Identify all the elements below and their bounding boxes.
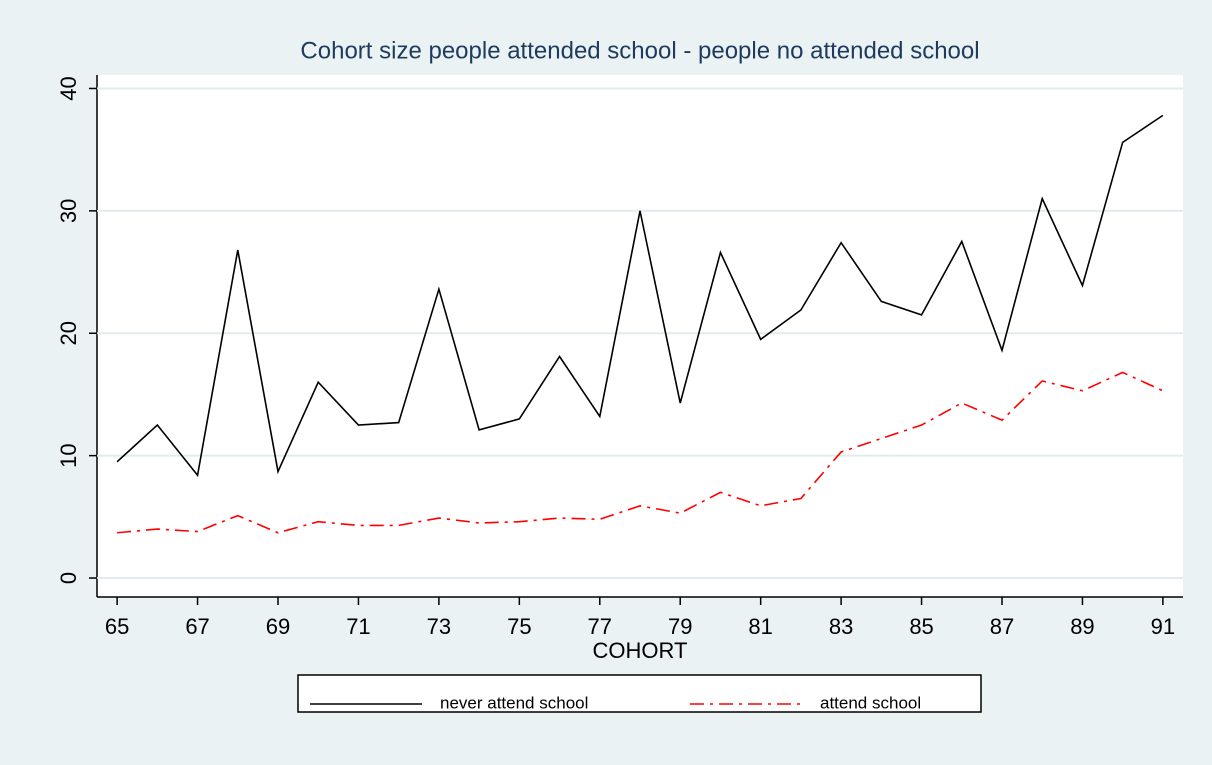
x-tick-label: 77 — [588, 614, 612, 639]
x-tick-label: 71 — [346, 614, 370, 639]
x-tick-label: 65 — [105, 614, 129, 639]
x-tick-label: 79 — [668, 614, 692, 639]
y-tick-label: 10 — [56, 443, 81, 467]
x-tick-label: 87 — [990, 614, 1014, 639]
x-tick-label: 67 — [185, 614, 209, 639]
legend-label: never attend school — [440, 693, 588, 712]
x-tick-label: 81 — [748, 614, 772, 639]
x-tick-label: 73 — [427, 614, 451, 639]
y-tick-label: 20 — [56, 321, 81, 345]
x-tick-label: 69 — [266, 614, 290, 639]
y-tick-label: 30 — [56, 199, 81, 223]
x-axis-title: COHORT — [593, 638, 688, 663]
series-line — [116, 114, 1164, 478]
x-tick-label: 89 — [1070, 614, 1094, 639]
x-tick-label: 83 — [829, 614, 853, 639]
y-tick-label: 0 — [56, 572, 81, 584]
legend-label: attend school — [820, 693, 921, 712]
series-line — [117, 371, 1164, 534]
x-tick-label: 75 — [507, 614, 531, 639]
y-tick-label: 40 — [56, 76, 81, 100]
legend — [297, 674, 982, 713]
x-tick-label: 91 — [1151, 614, 1175, 639]
chart-title: Cohort size people attended school - peo… — [300, 37, 979, 64]
plot-area — [97, 75, 1183, 597]
x-tick-label: 85 — [909, 614, 933, 639]
